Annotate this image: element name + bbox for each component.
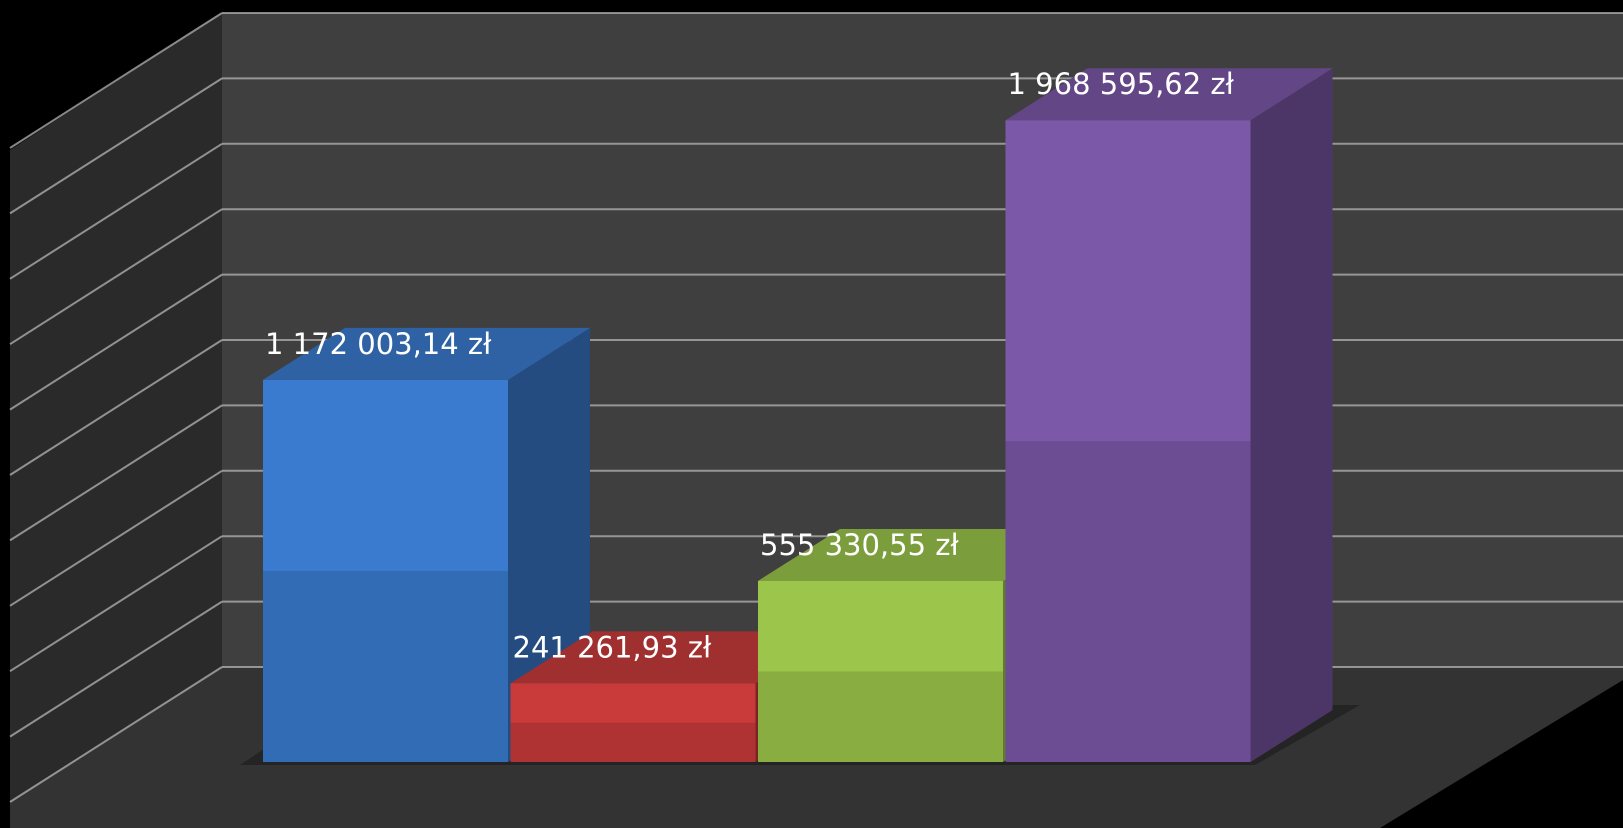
value-label: 1 172 003,14 zł <box>265 327 492 361</box>
bar-shade <box>510 722 756 762</box>
side-grid-line <box>9 12 223 149</box>
side-grid-line <box>9 535 223 673</box>
side-grid-line <box>9 339 223 476</box>
side-grid-line <box>9 273 223 411</box>
bar-shade <box>758 671 1003 762</box>
bar-side <box>1250 68 1333 762</box>
side-grid-line <box>9 469 223 607</box>
bar-top-shade <box>510 631 838 684</box>
bar <box>510 683 756 762</box>
bar-top <box>758 528 1085 581</box>
side-grid-line <box>9 600 223 738</box>
side-grid-line <box>9 404 223 542</box>
side-grid-line <box>9 77 223 215</box>
bar-top <box>510 631 838 684</box>
bar-shade <box>263 570 508 762</box>
bar-top <box>263 327 590 380</box>
bar <box>263 379 508 762</box>
bar-top <box>1005 68 1333 121</box>
bar-top-shade <box>1005 68 1333 121</box>
side-grid-line <box>9 142 223 280</box>
side-grid-line <box>9 666 223 803</box>
bar <box>1005 120 1251 762</box>
bar-top-shade <box>758 528 1085 581</box>
value-label: 555 330,55 zł <box>760 528 959 562</box>
bar-shade <box>1005 441 1251 762</box>
value-label: 1 968 595,62 zł <box>1008 67 1235 101</box>
bar <box>758 580 1003 762</box>
bar-side-shade <box>1250 68 1333 762</box>
bar-top-shade <box>263 327 590 380</box>
side-grid-line <box>9 208 223 346</box>
value-label: 241 261,93 zł <box>513 630 712 664</box>
